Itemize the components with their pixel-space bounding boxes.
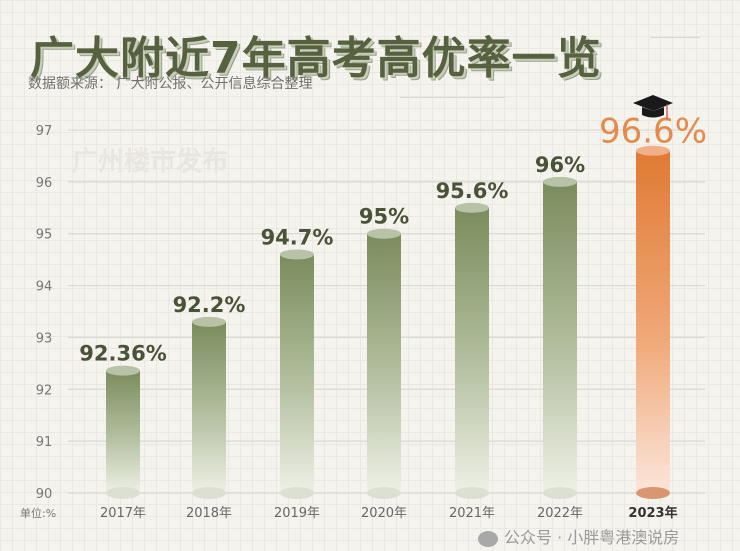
x-tick-label: 2017年 — [100, 506, 146, 521]
data-label: 95% — [359, 205, 409, 229]
bar — [106, 370, 140, 493]
data-label: 96% — [535, 153, 585, 177]
bar-top — [192, 316, 226, 327]
x-tick-label: 2023年 — [628, 505, 677, 521]
footer-watermark: 公众号 · 小胖粤港澳说房 — [478, 528, 679, 548]
y-tick-label: 91 — [36, 435, 53, 450]
bar-base — [636, 487, 670, 499]
bar — [636, 150, 670, 493]
bar-top — [106, 365, 140, 376]
data-label: 92.36% — [79, 342, 166, 366]
x-tick-label: 2020年 — [361, 506, 407, 521]
bar — [192, 321, 226, 493]
bar-top — [543, 176, 577, 187]
y-axis-unit: 单位:% — [20, 506, 56, 520]
data-label: 94.7% — [261, 225, 334, 249]
bar — [367, 233, 401, 493]
bar-top — [280, 249, 314, 260]
data-label: 95.6% — [436, 179, 509, 203]
bar-base — [192, 487, 226, 499]
bar — [280, 254, 314, 493]
bar-base — [106, 487, 140, 499]
x-tick-label: 2019年 — [274, 506, 320, 521]
chart-title: 广大附近7年高考高优率一览 — [30, 33, 602, 84]
bar-top — [367, 228, 401, 239]
bar-base — [367, 487, 401, 499]
bar — [455, 207, 489, 494]
watermark: 广州楼市发布 — [72, 146, 228, 177]
bar — [543, 181, 577, 493]
divider — [400, 97, 505, 98]
data-label: 92.2% — [173, 293, 246, 317]
data-label: 96.6% — [599, 112, 707, 152]
y-tick-label: 92 — [36, 383, 53, 398]
x-tick-label: 2021年 — [449, 506, 495, 521]
y-tick-label: 90 — [36, 487, 53, 502]
y-tick-label: 95 — [36, 228, 53, 243]
bar-top — [455, 202, 489, 213]
bar-base — [543, 487, 577, 499]
x-tick-label: 2022年 — [537, 506, 583, 521]
bar-base — [455, 487, 489, 499]
bar-base — [280, 487, 314, 499]
y-tick-label: 94 — [36, 280, 53, 295]
data-source: 数据额来源： 广大附公报、公开信息综合整理 — [28, 76, 313, 92]
x-tick-label: 2018年 — [186, 506, 232, 521]
divider — [650, 37, 700, 38]
bar-top — [636, 145, 670, 156]
y-tick-label: 93 — [36, 331, 53, 346]
wechat-icon — [478, 530, 498, 547]
y-tick-label: 97 — [36, 124, 53, 139]
y-tick-label: 96 — [36, 176, 53, 191]
graduation-cap-icon — [633, 95, 673, 119]
